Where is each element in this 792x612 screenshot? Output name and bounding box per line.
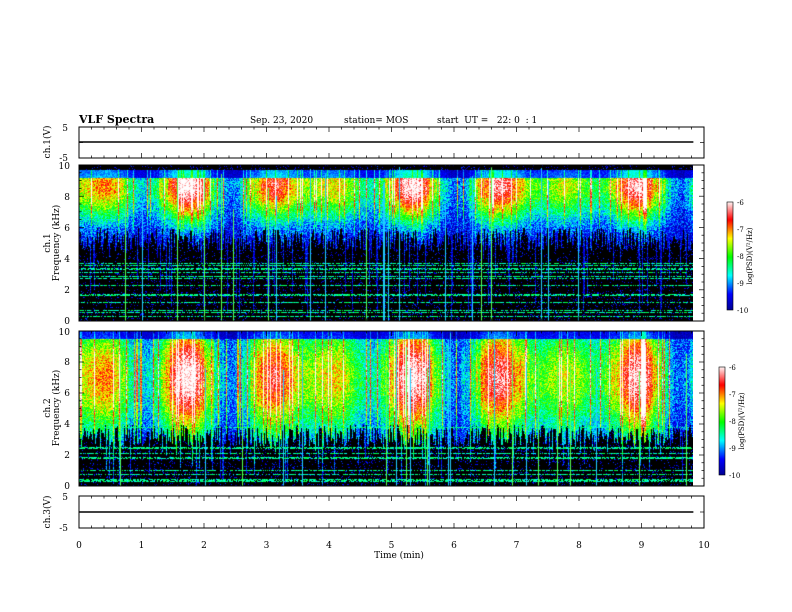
x-axis-label: Time (min)	[374, 550, 424, 561]
x-tick-label-10: 10	[698, 541, 710, 551]
ch2-freq-ticks: 0 2 4 6 8 10	[59, 328, 71, 492]
figure-title: VLF Spectra	[78, 113, 154, 126]
ch1-spectrogram-panel: 0 2 4 6 8 10 ch.1 Frequency (kHz) -6 -7 …	[43, 162, 754, 327]
ch2-cbar-tick-m10: -10	[729, 472, 740, 480]
axis-tick-marks	[78, 126, 705, 529]
ch1-cbar-tick-m10: -10	[737, 307, 748, 315]
ch2-cbar-tick-m8: -8	[729, 418, 736, 426]
x-tick-label-4: 4	[326, 541, 332, 551]
x-tick-label-8: 8	[576, 541, 582, 551]
ch2-ytick-0: 0	[64, 482, 70, 492]
x-tick-label-6: 6	[451, 541, 457, 551]
ch2-ytick-2: 2	[64, 451, 70, 461]
ch1-ylabel-channel: ch.1	[43, 233, 53, 252]
ch1-spectrogram-ylabel-freq: Frequency (kHz)	[51, 205, 62, 282]
x-tick-label-9: 9	[639, 541, 645, 551]
x-tick-label-1: 1	[139, 541, 145, 551]
ch1-ytick-2: 2	[64, 286, 70, 296]
ch2-colorbar	[719, 367, 725, 475]
x-tick-labels: 0 1 2 3 4 5 6 7 8 9 10	[76, 541, 710, 551]
ch1-colorbar-label: log(PSD)(V²/Hz)	[746, 227, 754, 284]
ch1-cbar-tick-m6: -6	[737, 199, 744, 207]
ch1-ylabel-freq: Frequency (kHz)	[51, 205, 62, 282]
ch1-ytick-6: 6	[64, 224, 70, 234]
header-station: station= MOS	[344, 116, 408, 126]
ch2-cbar-tick-m6: -6	[729, 364, 736, 372]
header-start-ut: start UT = 22: 0 : 1	[437, 116, 537, 126]
ch2-spectrogram-image	[79, 331, 693, 486]
ch1-ytick-top: 5	[62, 124, 68, 134]
ch1-ytick-0: 0	[64, 317, 70, 327]
ch1-cbar-tick-m9: -9	[737, 280, 744, 288]
ch1-cbar-tick-m7: -7	[737, 226, 744, 234]
ch1-spectrogram-ylabel-channel: ch.1	[43, 233, 53, 252]
ch2-spectrogram-panel: 0 2 4 6 8 10 ch.2 Frequency (kHz) -6 -7 …	[43, 328, 746, 492]
ch1-cbar-tick-m8: -8	[737, 253, 744, 261]
ch1-voltage-ylabel: ch.1(V)	[42, 126, 53, 159]
ch1-ytick-4: 4	[64, 255, 70, 265]
ch2-colorbar-label: log(PSD)(V²/Hz)	[738, 392, 746, 449]
ch3-ytick-top: 5	[62, 493, 68, 503]
ch2-ylabel-channel: ch.2	[43, 398, 53, 417]
ch1-colorbar	[727, 202, 733, 310]
ch1-freq-ticks: 0 2 4 6 8 10	[59, 162, 71, 327]
ch2-cbar-tick-m7: -7	[729, 391, 736, 399]
x-tick-label-5: 5	[389, 541, 395, 551]
ch1-ytick-10: 10	[59, 162, 71, 172]
ch2-cbar-tick-m9: -9	[729, 445, 736, 453]
ch2-spectrogram-ylabel-channel: ch.2	[43, 398, 53, 417]
ch2-ytick-8: 8	[64, 358, 70, 368]
ch1-ytick-8: 8	[64, 193, 70, 203]
x-tick-label-2: 2	[201, 541, 207, 551]
ch2-ytick-6: 6	[64, 389, 70, 399]
ch2-spectrogram-ylabel-freq: Frequency (kHz)	[51, 370, 62, 447]
x-tick-label-7: 7	[514, 541, 520, 551]
ch1-spectrogram-image	[79, 165, 693, 321]
ch3-voltage-ylabel: ch.3(V)	[42, 496, 53, 529]
ch3-ytick-bottom: -5	[59, 524, 68, 534]
ch1-voltage-panel: 5 -5 ch.1(V)	[42, 124, 705, 164]
header-date: Sep. 23, 2020	[250, 116, 313, 126]
ch2-ytick-4: 4	[64, 420, 70, 430]
ch2-ylabel-freq: Frequency (kHz)	[51, 370, 62, 447]
ch1-ytick-bottom: -5	[59, 154, 68, 164]
x-tick-label-3: 3	[264, 541, 270, 551]
x-tick-label-0: 0	[76, 541, 82, 551]
ch2-ytick-10: 10	[59, 328, 71, 338]
